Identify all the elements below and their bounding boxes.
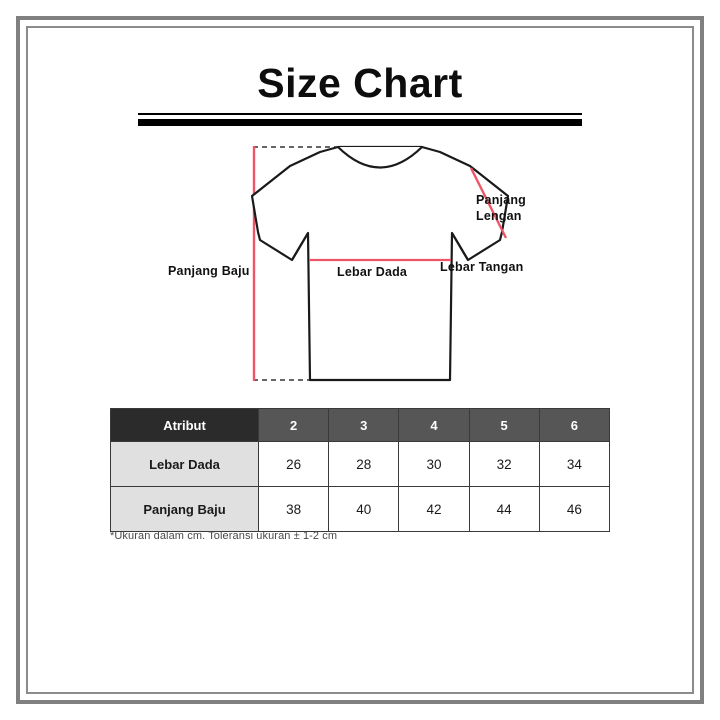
column-header-size-6: 6 bbox=[538, 408, 611, 442]
label-lebar-tangan: Lebar Tangan bbox=[440, 260, 524, 274]
cell-lebar-dada-2: 26 bbox=[257, 441, 330, 487]
column-header-size-2: 2 bbox=[257, 408, 330, 442]
outer-border-frame bbox=[16, 16, 704, 704]
title-divider-thick bbox=[138, 119, 582, 126]
cell-lebar-dada-5: 32 bbox=[468, 441, 540, 487]
column-header-size-4: 4 bbox=[398, 408, 470, 442]
inner-border-frame bbox=[26, 26, 694, 694]
cell-panjang-baju-3: 40 bbox=[328, 486, 400, 532]
row-label-lebar-dada: Lebar Dada bbox=[110, 441, 259, 487]
row-label-panjang-baju: Panjang Baju bbox=[110, 486, 259, 532]
column-header-size-3: 3 bbox=[328, 408, 400, 442]
label-panjang-lengan: Panjang Lengan bbox=[476, 192, 526, 224]
label-panjang-baju: Panjang Baju bbox=[168, 264, 250, 278]
label-lebar-dada: Lebar Dada bbox=[337, 265, 408, 279]
cell-lebar-dada-3: 28 bbox=[328, 441, 400, 487]
cell-panjang-baju-4: 42 bbox=[398, 486, 470, 532]
size-table-wrapper: Atribut 2 3 4 5 6 Lebar Dada 26 28 30 32… bbox=[110, 408, 611, 532]
column-header-size-5: 5 bbox=[468, 408, 540, 442]
tshirt-diagram bbox=[140, 140, 580, 402]
table-row: Lebar Dada 26 28 30 32 34 bbox=[110, 441, 611, 487]
table-row: Panjang Baju 38 40 42 44 46 bbox=[110, 486, 611, 532]
label-panjang-lengan-line1: Panjang bbox=[476, 193, 527, 207]
cell-panjang-baju-6: 46 bbox=[538, 486, 611, 532]
label-panjang-lengan-line2: Lengan bbox=[476, 209, 522, 223]
cell-panjang-baju-5: 44 bbox=[468, 486, 540, 532]
page-title: Size Chart bbox=[257, 60, 463, 106]
cell-panjang-baju-2: 38 bbox=[257, 486, 330, 532]
table-header-row: Atribut 2 3 4 5 6 bbox=[110, 408, 611, 442]
size-table: Atribut 2 3 4 5 6 Lebar Dada 26 28 30 32… bbox=[110, 408, 611, 532]
cell-lebar-dada-4: 30 bbox=[398, 441, 470, 487]
cell-lebar-dada-6: 34 bbox=[538, 441, 611, 487]
footnote-text: *Ukuran dalam cm. Toleransi ukuran ± 1-2… bbox=[110, 530, 338, 542]
title-divider-thin bbox=[138, 113, 582, 115]
column-header-atribut: Atribut bbox=[110, 408, 259, 442]
